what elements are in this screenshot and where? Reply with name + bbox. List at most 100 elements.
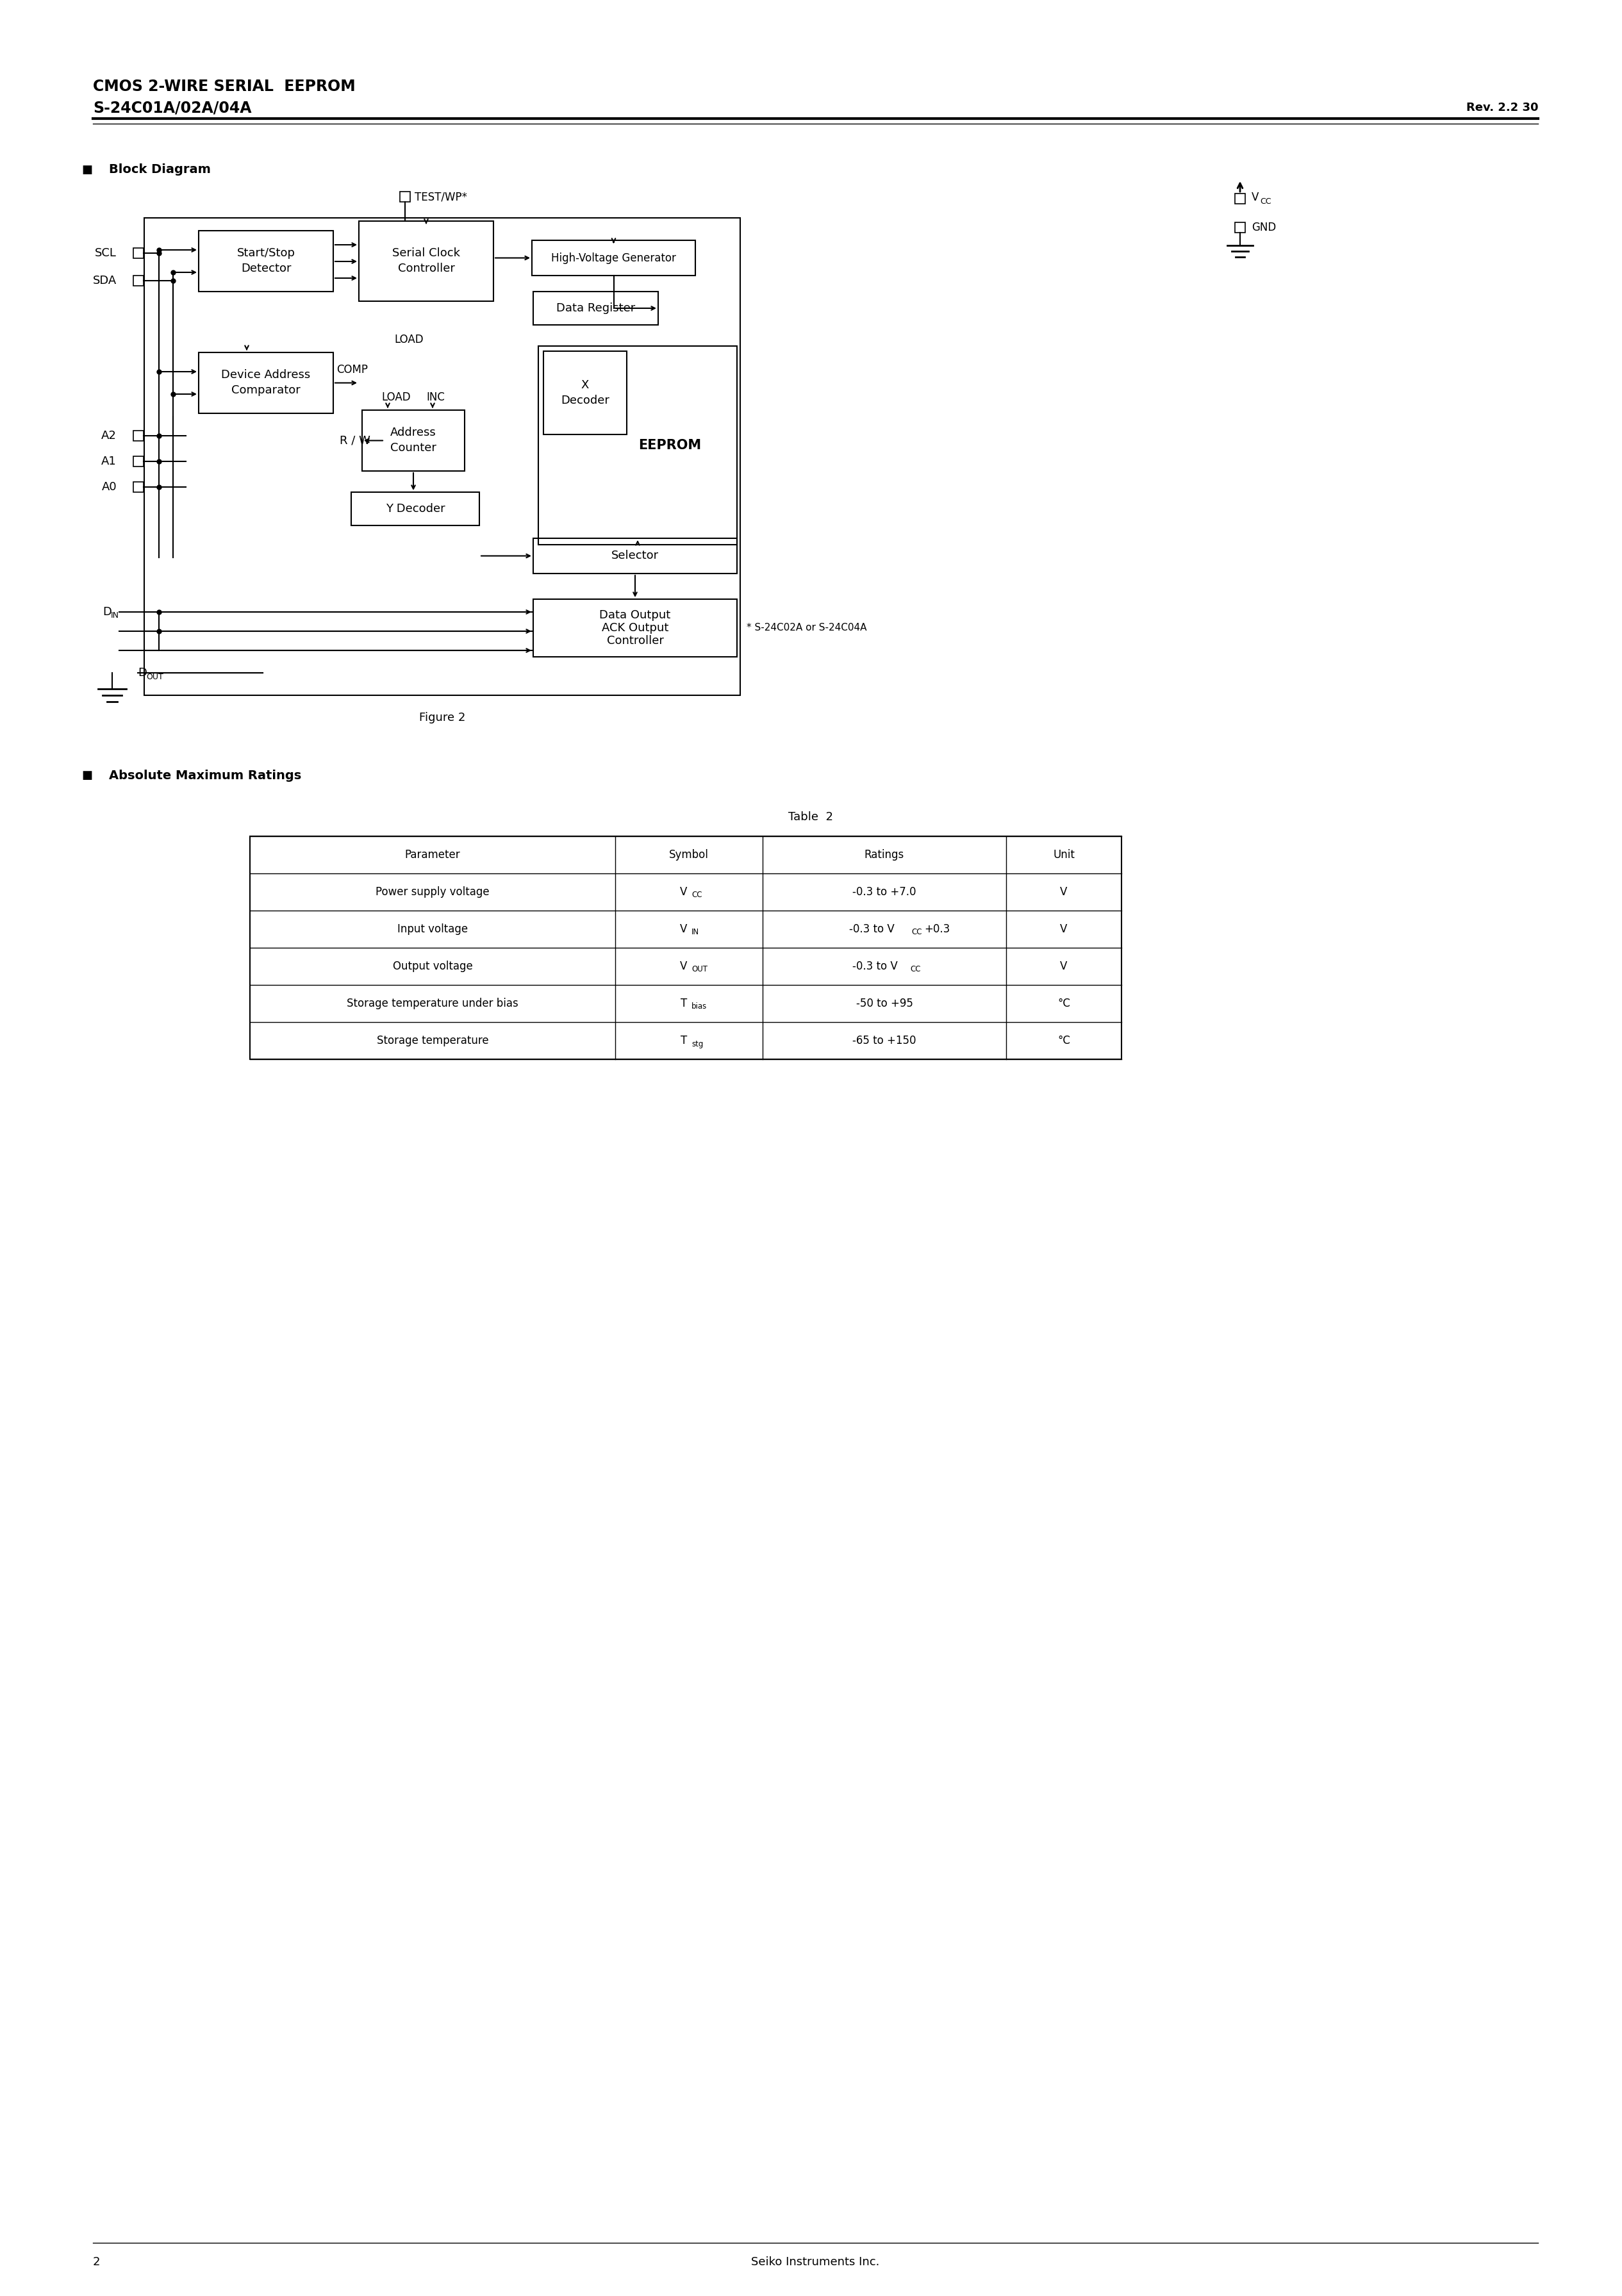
- Text: CMOS 2-WIRE SERIAL  EEPROM: CMOS 2-WIRE SERIAL EEPROM: [92, 78, 355, 94]
- Text: Comparator: Comparator: [232, 386, 300, 397]
- Text: Controller: Controller: [607, 636, 663, 647]
- Text: V: V: [1061, 886, 1067, 898]
- Text: Detector: Detector: [240, 264, 290, 276]
- Bar: [133, 276, 144, 285]
- Text: Data Output: Data Output: [600, 608, 672, 620]
- Text: V: V: [1252, 191, 1259, 202]
- Text: Parameter: Parameter: [406, 850, 461, 861]
- Text: A1: A1: [102, 455, 117, 466]
- Text: OUT: OUT: [691, 964, 707, 974]
- Text: Ratings: Ratings: [865, 850, 905, 861]
- Text: LOAD: LOAD: [394, 333, 423, 344]
- Text: EEPROM: EEPROM: [637, 439, 701, 452]
- Text: Table  2: Table 2: [788, 810, 834, 822]
- Text: -0.3 to V: -0.3 to V: [852, 960, 897, 971]
- Bar: [362, 411, 464, 471]
- Text: Output voltage: Output voltage: [393, 960, 472, 971]
- Text: Absolute Maximum Ratings: Absolute Maximum Ratings: [109, 769, 302, 781]
- Text: CC: CC: [1260, 197, 1272, 207]
- Text: stg: stg: [691, 1040, 704, 1047]
- Text: CC: CC: [691, 891, 702, 900]
- Text: SDA: SDA: [92, 276, 117, 287]
- Text: 2: 2: [92, 2257, 101, 2268]
- Bar: [133, 457, 144, 466]
- Text: Decoder: Decoder: [561, 395, 610, 406]
- Text: CC: CC: [910, 964, 921, 974]
- Text: D: D: [102, 606, 112, 618]
- Text: S-24C01A/02A/04A: S-24C01A/02A/04A: [92, 101, 251, 115]
- Bar: [534, 537, 736, 574]
- Text: Device Address: Device Address: [221, 370, 310, 381]
- Text: IN: IN: [110, 611, 118, 620]
- Bar: [532, 241, 696, 276]
- Text: Counter: Counter: [391, 443, 436, 455]
- Text: Selector: Selector: [611, 551, 659, 563]
- Text: A0: A0: [102, 482, 117, 494]
- Text: Storage temperature: Storage temperature: [376, 1035, 488, 1047]
- Text: -0.3 to V: -0.3 to V: [848, 923, 894, 934]
- Text: V: V: [1061, 923, 1067, 934]
- Text: ■: ■: [81, 163, 92, 174]
- Bar: [144, 218, 740, 696]
- Bar: [250, 836, 1121, 1058]
- Text: Rev. 2.2 30: Rev. 2.2 30: [1466, 101, 1538, 113]
- Text: T: T: [681, 999, 688, 1010]
- Text: X: X: [581, 379, 589, 390]
- Text: °C: °C: [1058, 1035, 1071, 1047]
- Text: * S-24C02A or S-24C04A: * S-24C02A or S-24C04A: [746, 622, 866, 634]
- Text: Power supply voltage: Power supply voltage: [376, 886, 490, 898]
- Text: TEST/WP*: TEST/WP*: [415, 191, 467, 202]
- Text: LOAD: LOAD: [381, 393, 410, 404]
- Text: CC: CC: [912, 928, 921, 937]
- Text: V: V: [680, 960, 688, 971]
- Text: Figure 2: Figure 2: [418, 712, 466, 723]
- Bar: [198, 354, 333, 413]
- Bar: [133, 482, 144, 491]
- Text: bias: bias: [691, 1003, 707, 1010]
- Text: +0.3: +0.3: [925, 923, 950, 934]
- Text: -50 to +95: -50 to +95: [856, 999, 913, 1010]
- Bar: [401, 191, 410, 202]
- Text: D: D: [138, 668, 146, 680]
- Text: Block Diagram: Block Diagram: [109, 163, 211, 177]
- Text: Unit: Unit: [1053, 850, 1075, 861]
- Bar: [1234, 193, 1246, 204]
- Text: Seiko Instruments Inc.: Seiko Instruments Inc.: [751, 2257, 879, 2268]
- Text: R / W: R / W: [339, 434, 370, 445]
- Bar: [133, 248, 144, 257]
- Text: ■: ■: [81, 769, 92, 781]
- Bar: [539, 347, 736, 544]
- Bar: [1234, 223, 1246, 232]
- Text: Controller: Controller: [397, 264, 454, 276]
- Text: -0.3 to +7.0: -0.3 to +7.0: [853, 886, 916, 898]
- Text: -65 to +150: -65 to +150: [853, 1035, 916, 1047]
- Text: Y Decoder: Y Decoder: [386, 503, 444, 514]
- Text: °C: °C: [1058, 999, 1071, 1010]
- Text: INC: INC: [427, 393, 444, 404]
- Bar: [534, 292, 659, 326]
- Bar: [534, 599, 736, 657]
- Text: Serial Clock: Serial Clock: [393, 248, 461, 259]
- Text: A2: A2: [101, 429, 117, 441]
- Text: IN: IN: [691, 928, 699, 937]
- Bar: [352, 491, 480, 526]
- Text: Start/Stop: Start/Stop: [237, 248, 295, 259]
- Text: V: V: [680, 886, 688, 898]
- Text: Input voltage: Input voltage: [397, 923, 467, 934]
- Text: GND: GND: [1252, 223, 1277, 234]
- Text: COMP: COMP: [336, 365, 368, 377]
- Text: OUT: OUT: [146, 673, 164, 682]
- Bar: [358, 220, 493, 301]
- Text: SCL: SCL: [96, 248, 117, 259]
- Text: V: V: [680, 923, 688, 934]
- Bar: [198, 230, 333, 292]
- Bar: [543, 351, 626, 434]
- Text: Storage temperature under bias: Storage temperature under bias: [347, 999, 519, 1010]
- Text: High-Voltage Generator: High-Voltage Generator: [551, 253, 676, 264]
- Text: Symbol: Symbol: [670, 850, 709, 861]
- Text: Address: Address: [391, 427, 436, 439]
- Text: V: V: [1061, 960, 1067, 971]
- Text: ACK Output: ACK Output: [602, 622, 668, 634]
- Bar: [133, 432, 144, 441]
- Text: T: T: [681, 1035, 688, 1047]
